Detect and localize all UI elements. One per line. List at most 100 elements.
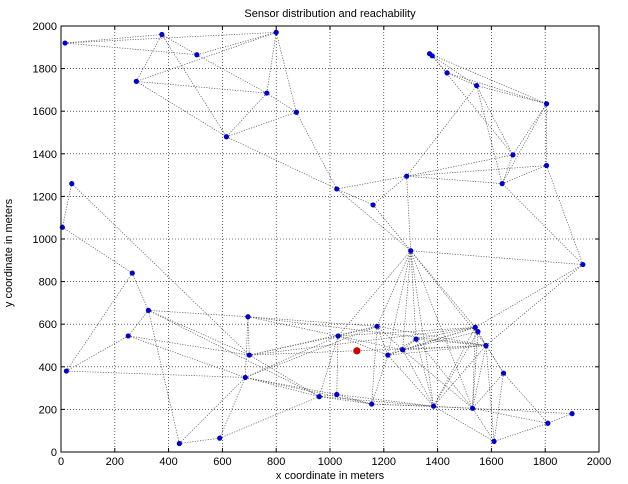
reachability-link xyxy=(196,32,277,56)
x-tick-label: 1400 xyxy=(425,456,449,468)
reachability-link xyxy=(547,413,573,424)
reachability-link xyxy=(148,310,320,397)
x-tick-label: 1000 xyxy=(318,456,342,468)
reachability-link xyxy=(406,176,412,251)
reachability-link xyxy=(245,326,378,378)
sensor-point xyxy=(176,440,182,447)
sensor-points xyxy=(59,29,586,447)
y-tick-label: 1800 xyxy=(33,64,57,76)
y-tick-label: 1600 xyxy=(33,106,57,118)
reachability-link xyxy=(546,165,584,265)
sensor-point xyxy=(429,53,435,59)
y-tick-label: 0 xyxy=(51,447,57,459)
y-tick-label: 1400 xyxy=(33,149,57,161)
reachability-link xyxy=(247,316,378,327)
reachability-link xyxy=(432,55,477,86)
sensor-point xyxy=(246,352,252,358)
reachability-link xyxy=(266,92,297,113)
reachability-link xyxy=(131,272,149,311)
reachability-link xyxy=(219,377,246,439)
sensor-point xyxy=(316,394,322,400)
reachability-link xyxy=(433,345,487,407)
reachability-link xyxy=(415,339,434,407)
sensor-point xyxy=(133,78,139,84)
sensor-point xyxy=(69,181,75,187)
x-tick-label: 2000 xyxy=(587,456,611,468)
sensor-point xyxy=(223,134,230,140)
reachability-link xyxy=(433,405,495,442)
x-tick-label: 200 xyxy=(106,456,124,468)
reachability-link xyxy=(493,373,504,442)
reachability-link xyxy=(249,345,487,356)
y-tick-label: 400 xyxy=(39,362,57,374)
reachability-link xyxy=(376,250,412,327)
reachability-link xyxy=(372,204,411,251)
reachability-link xyxy=(410,250,417,340)
reachability-link xyxy=(337,250,411,337)
x-tick-label: 1800 xyxy=(533,456,557,468)
chart-title: Sensor distribution and reachability xyxy=(244,8,416,20)
base-station-point xyxy=(353,347,361,355)
reachability-link xyxy=(136,81,227,138)
reachability-link xyxy=(476,85,547,105)
reachability-link xyxy=(476,85,514,156)
sensor-point xyxy=(334,186,340,192)
x-tick-label: 0 xyxy=(58,456,64,468)
sensor-point xyxy=(430,403,437,409)
reachability-link xyxy=(148,310,248,318)
reachability-link xyxy=(226,111,297,138)
sensor-point xyxy=(385,352,391,358)
reachability-link xyxy=(371,403,473,409)
y-axis-title: y coordinate in meters xyxy=(3,198,15,307)
reachability-link xyxy=(416,327,476,340)
sensor-point xyxy=(469,405,476,411)
reachability-link xyxy=(501,103,547,184)
sensor-point xyxy=(273,29,279,35)
reachability-link xyxy=(493,422,549,442)
sensor-point xyxy=(404,173,410,179)
sensor-point xyxy=(408,248,414,254)
reachability-link xyxy=(402,345,487,351)
sensor-point xyxy=(510,152,516,158)
grid-lines xyxy=(60,25,600,453)
reachability-link xyxy=(376,326,403,351)
reachability-link xyxy=(406,175,503,184)
reachability-link xyxy=(485,345,504,374)
reachability-link xyxy=(472,372,504,409)
sensor-point xyxy=(543,101,550,107)
sensor-point xyxy=(472,324,478,330)
reachability-link xyxy=(485,264,584,346)
sensor-point xyxy=(293,109,299,115)
reachability-link xyxy=(338,327,476,337)
sensor-point xyxy=(129,270,135,276)
reachability-link xyxy=(446,72,477,86)
reachability-link xyxy=(148,310,250,356)
reachability-link xyxy=(402,338,417,351)
reachability-link xyxy=(477,331,487,346)
reachability-link xyxy=(387,338,417,356)
reachability-link xyxy=(275,32,297,113)
reachability-link xyxy=(65,34,162,44)
sensor-point xyxy=(62,40,68,46)
reachability-link xyxy=(66,370,246,378)
reachability-link xyxy=(501,183,584,265)
sensor-point xyxy=(545,420,551,426)
x-tick-label: 400 xyxy=(159,456,177,468)
sensor-point xyxy=(569,411,575,417)
sensor-point xyxy=(444,70,450,76)
reachability-link xyxy=(410,250,583,265)
reachability-link xyxy=(136,34,163,82)
sensor-point xyxy=(334,391,340,398)
x-tick-label: 800 xyxy=(267,456,285,468)
sensor-point xyxy=(125,333,131,339)
reachability-link xyxy=(502,165,547,184)
x-axis-title: x coordinate in meters xyxy=(276,470,385,482)
reachability-link xyxy=(196,54,267,94)
reachability-link xyxy=(128,335,250,356)
reachability-link xyxy=(65,42,197,56)
y-tick-label: 1200 xyxy=(33,191,57,203)
reachability-link xyxy=(485,345,495,442)
sensor-point xyxy=(145,307,152,313)
reachability-link xyxy=(371,354,389,405)
